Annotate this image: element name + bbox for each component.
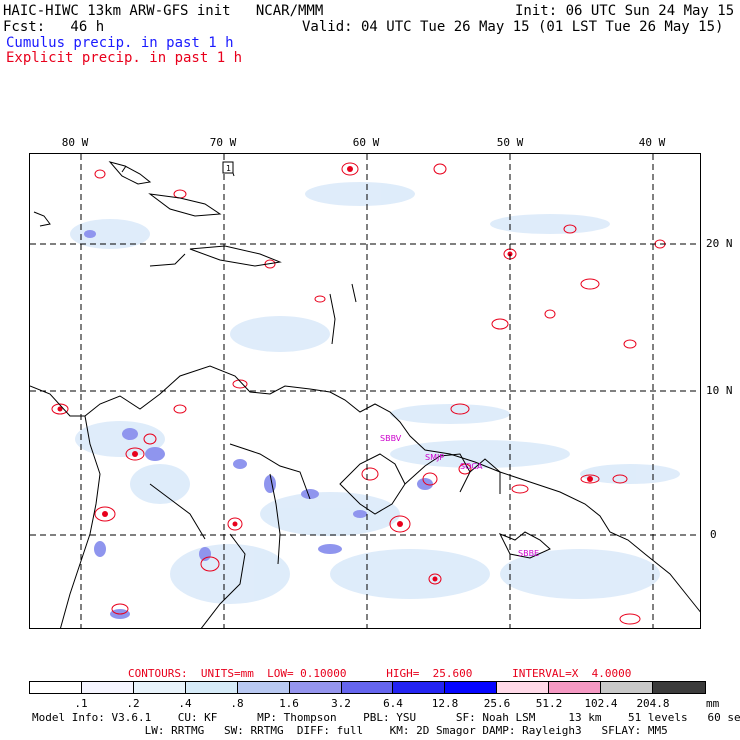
explicit-legend-label: Explicit precip. in past 1 h	[6, 50, 243, 66]
legend-swatch	[445, 682, 498, 693]
legend-swatch	[30, 682, 82, 693]
legend-tick: 25.6	[483, 697, 511, 710]
forecast-hour: Fcst: 46 h	[3, 19, 105, 35]
legend-tick: 204.8	[636, 697, 670, 710]
model-info-line1: Model Info: V3.6.1 CU: KF MP: Thompson P…	[32, 711, 740, 724]
flight-marker: 1	[222, 161, 234, 174]
legend-swatch	[81, 682, 134, 693]
legend-tick: .2	[126, 697, 140, 710]
lat-label-10n: 10 N	[706, 384, 733, 397]
lon-label-80w: 80 W	[61, 136, 89, 149]
cumulus-legend-label: Cumulus precip. in past 1 h	[6, 35, 234, 51]
flight-marker-label: 1	[226, 164, 231, 173]
precip-map: SBBV SMJP SOCA SBBE 1	[29, 153, 701, 629]
lon-label-70w: 70 W	[209, 136, 237, 149]
lon-label-50w: 50 W	[496, 136, 524, 149]
legend-swatch	[653, 682, 705, 693]
legend-swatch	[185, 682, 238, 693]
color-legend	[29, 681, 706, 694]
legend-tick: .4	[178, 697, 192, 710]
map-canvas: SBBV SMJP SOCA SBBE 1	[30, 154, 700, 628]
valid-time: Valid: 04 UTC Tue 26 May 15 (01 LST Tue …	[302, 19, 724, 35]
station-smjp: SMJP	[425, 453, 444, 462]
station-sbbv: SBBV	[380, 434, 402, 443]
init-time: Init: 06 UTC Sun 24 May 15	[515, 3, 735, 19]
legend-tick: 3.2	[331, 697, 351, 710]
legend-tick: .1	[74, 697, 88, 710]
station-labels: SBBV SMJP SOCA SBBE	[380, 434, 539, 558]
lat-label-0: 0	[710, 528, 717, 541]
legend-swatch	[237, 682, 290, 693]
cumulus-precip-shading	[70, 182, 680, 604]
legend-tick: 1.6	[279, 697, 299, 710]
legend-tick: 51.2	[535, 697, 563, 710]
legend-swatch	[393, 682, 446, 693]
lat-lon-gridlines	[30, 154, 700, 628]
legend-tick: 12.8	[431, 697, 459, 710]
cumulus-precip-moderate	[84, 230, 433, 619]
lon-label-60w: 60 W	[352, 136, 380, 149]
legend-swatch	[497, 682, 550, 693]
legend-units: mm	[706, 697, 720, 710]
explicit-precip-contours	[51, 162, 666, 625]
station-sbbe: SBBE	[518, 549, 539, 558]
lon-label-40w: 40 W	[638, 136, 666, 149]
explicit-precip-cores	[57, 166, 593, 582]
model-title: HAIC-HIWC 13km ARW-GFS init NCAR/MMM	[3, 3, 324, 19]
legend-tick: 102.4	[584, 697, 618, 710]
legend-swatch	[549, 682, 602, 693]
legend-swatch	[133, 682, 186, 693]
lat-label-20n: 20 N	[706, 237, 733, 250]
legend-swatch	[289, 682, 342, 693]
legend-swatch	[341, 682, 394, 693]
legend-tick: .8	[230, 697, 244, 710]
station-soca: SOCA	[460, 462, 483, 471]
model-info-line2: LW: RRTMG SW: RRTMG DIFF: full KM: 2D Sm…	[32, 724, 668, 737]
legend-tick: 6.4	[383, 697, 403, 710]
contour-info: CONTOURS: UNITS=mm LOW= 0.10000 HIGH= 25…	[128, 667, 632, 680]
legend-swatch	[601, 682, 654, 693]
